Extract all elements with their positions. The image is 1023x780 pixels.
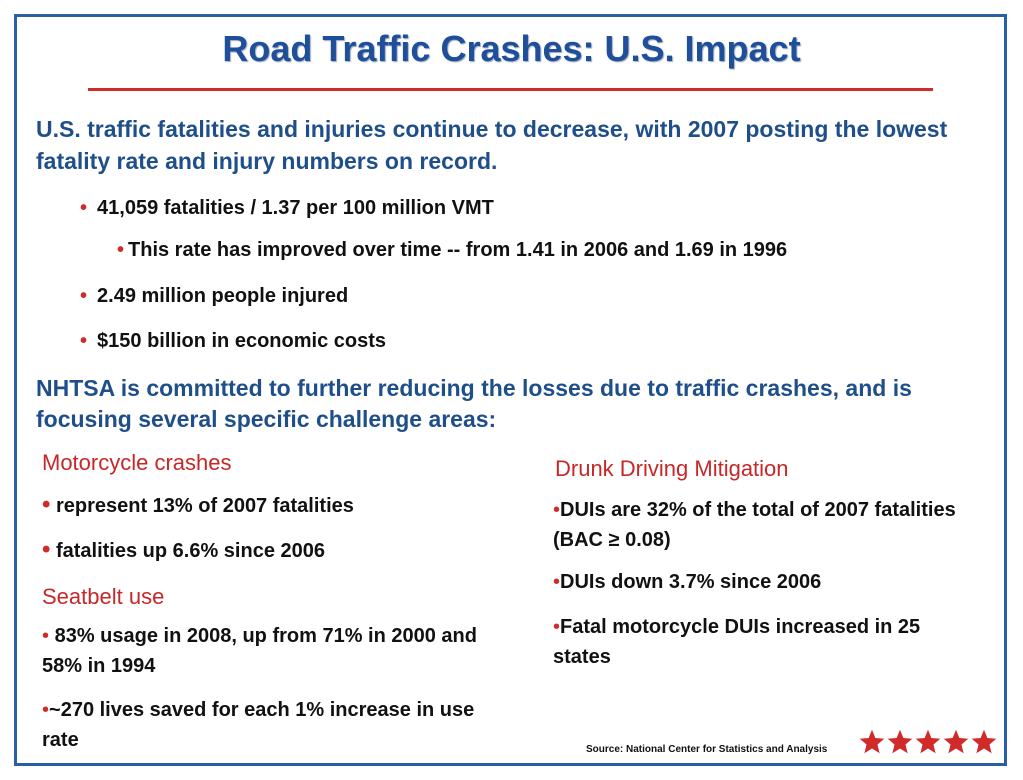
bullet-fatalities: • 41,059 fatalities / 1.37 per 100 millio… [80,197,494,220]
drunk-driving-item: •DUIs are 32% of the total of 2007 fatal… [553,495,973,555]
motorcycle-item: • represent 13% of 2007 fatalities [42,490,354,521]
source-note: Source: National Center for Statistics a… [586,744,828,755]
commitment-paragraph: NHTSA is committed to further reducing t… [36,375,912,432]
star-icon [915,729,941,754]
bullet-dot: • [42,625,50,647]
item-text: represent 13% of 2007 fatalities [50,495,354,517]
bullet-text: $150 billion in economic costs [97,330,386,352]
drunk-driving-heading: Drunk Driving Mitigation [555,456,789,481]
motorcycle-heading: Motorcycle crashes [42,450,232,475]
bullet-dot: • [80,197,88,219]
bullet-dot: • [42,699,50,721]
sub-bullet-rate-trend: • This rate has improved over time -- fro… [117,239,787,262]
item-text: DUIs down 3.7% since 2006 [560,571,822,593]
item-text: ~270 lives saved for each 1% increase in… [42,699,475,751]
star-icon [971,729,997,754]
slide-border-frame [14,14,1007,766]
drunk-driving-item: •Fatal motorcycle DUIs increased in 25 s… [553,612,973,672]
bullet-dot: • [117,239,125,261]
title-divider-line [88,88,933,91]
star-icon [943,729,969,754]
item-text: Fatal motorcycle DUIs increased in 25 st… [553,616,921,668]
star-icon [859,729,885,754]
bullet-dot: • [553,499,561,521]
motorcycle-item: • fatalities up 6.6% since 2006 [42,535,325,566]
bullet-dot: • [80,285,88,307]
drunk-driving-item: •DUIs down 3.7% since 2006 [553,567,973,597]
bullet-dot: • [80,330,88,352]
bullet-dot: • [553,616,561,638]
seatbelt-item: • 83% usage in 2008, up from 71% in 2000… [42,621,482,681]
bullet-text: 41,059 fatalities / 1.37 per 100 million… [97,197,494,219]
bullet-dot: • [42,536,51,563]
item-text: fatalities up 6.6% since 2006 [50,540,325,562]
bullet-dot: • [42,491,51,518]
item-text: DUIs are 32% of the total of 2007 fatali… [553,499,956,551]
intro-paragraph: U.S. traffic fatalities and injuries con… [36,116,948,174]
item-text: 83% usage in 2008, up from 71% in 2000 a… [42,625,477,677]
five-red-stars-logo [858,728,998,758]
bullet-economic-costs: • $150 billion in economic costs [80,330,386,353]
star-icon [887,729,913,754]
bullet-text: This rate has improved over time -- from… [128,239,788,261]
bullet-dot: • [553,571,561,593]
seatbelt-item: •~270 lives saved for each 1% increase i… [42,695,482,755]
bullet-text: 2.49 million people injured [97,285,349,307]
slide-title: Road Traffic Crashes: U.S. Impact [222,28,801,69]
bullet-injured: • 2.49 million people injured [80,285,348,308]
seatbelt-heading: Seatbelt use [42,584,165,609]
